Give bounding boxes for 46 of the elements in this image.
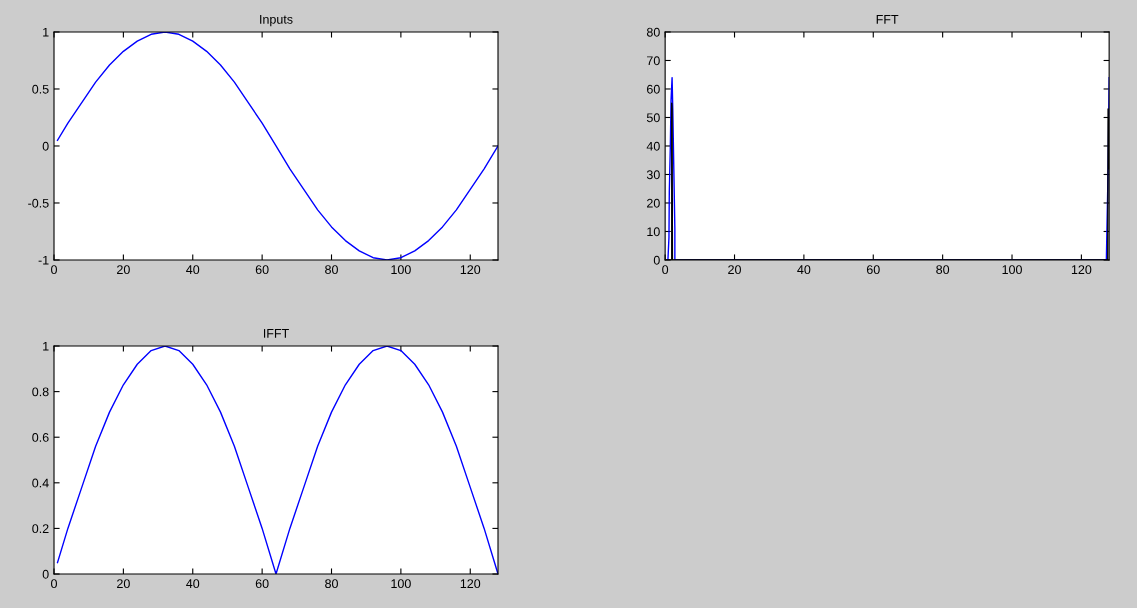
x-tick-label: 60 [255, 579, 269, 589]
x-tick-label: 80 [325, 265, 338, 275]
x-tick-label: 40 [797, 265, 811, 275]
x-tick-label: 80 [936, 265, 950, 275]
x-tick-label: 120 [460, 265, 481, 275]
x-tick-label: 60 [255, 265, 269, 275]
y-tick-label: 0.2 [32, 524, 49, 534]
y-tick-label: 0.8 [32, 387, 49, 397]
x-tick-label: 80 [325, 579, 338, 589]
y-tick-label: 1 [43, 341, 49, 351]
chart-title: FFT [876, 15, 899, 24]
x-tick-label: 100 [1002, 265, 1022, 275]
y-tick-label: 50 [646, 113, 660, 123]
y-tick-label: 80 [646, 27, 660, 37]
x-tick-label: 120 [460, 579, 481, 589]
y-tick-label: -1 [38, 255, 49, 265]
y-tick-label: 1 [43, 27, 49, 37]
x-tick-label: 20 [117, 579, 130, 589]
chart-title: IFFT [263, 329, 289, 338]
y-tick-label: 0 [653, 255, 660, 265]
y-tick-label: 0 [42, 141, 49, 151]
x-tick-label: 20 [728, 265, 741, 275]
line-series [56, 346, 499, 575]
x-tick-label: 100 [391, 265, 411, 275]
y-tick-label: 20 [647, 198, 660, 208]
y-tick-label: 30 [646, 170, 660, 180]
x-tick-label: 120 [1071, 265, 1092, 275]
x-tick-label: 40 [186, 265, 200, 275]
x-tick-label: 20 [117, 265, 130, 275]
x-tick-label: 0 [51, 579, 57, 589]
x-tick-label: 60 [866, 265, 880, 275]
chart-title: Inputs [260, 15, 293, 27]
y-tick-label: 60 [647, 84, 660, 94]
x-tick-label: 40 [186, 579, 200, 589]
y-tick-label: -0.5 [28, 198, 49, 208]
x-tick-label: 100 [391, 579, 411, 589]
line-series [56, 31, 499, 260]
y-tick-label: 0.5 [32, 84, 49, 94]
y-tick-label: 10 [647, 227, 660, 237]
y-tick-label: 0 [42, 569, 49, 579]
y-tick-label: 0.4 [32, 478, 49, 488]
y-tick-label: 70 [647, 56, 660, 66]
y-tick-label: 0.6 [32, 433, 49, 442]
x-tick-label: 0 [662, 265, 669, 275]
y-tick-label: 40 [646, 141, 660, 151]
x-tick-label: 0 [51, 265, 57, 275]
